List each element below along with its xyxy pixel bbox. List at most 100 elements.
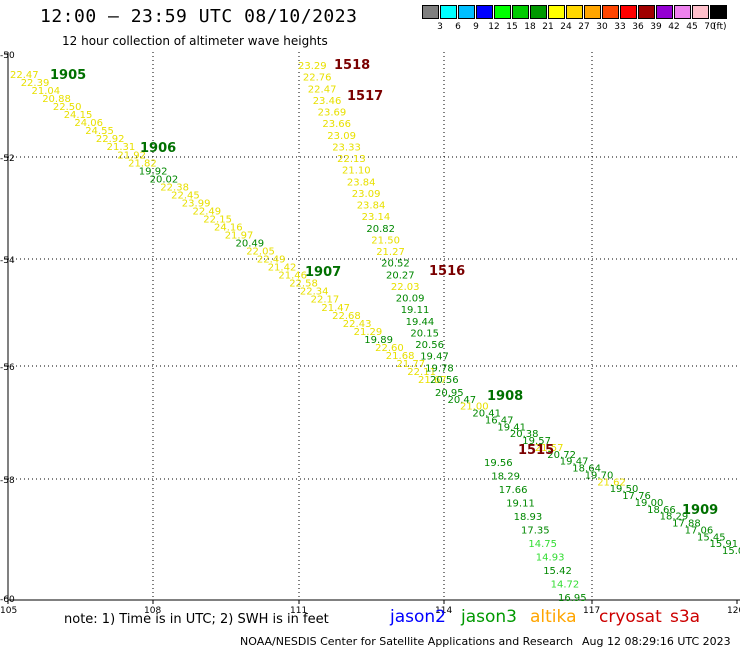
wave-height-value: 17.35 xyxy=(521,526,550,537)
wave-height-value: 20.82 xyxy=(366,224,395,235)
wave-height-value: 23.14 xyxy=(362,212,391,223)
wave-height-value: 19.44 xyxy=(406,317,435,328)
wave-height-value: 19.11 xyxy=(506,499,535,510)
scale-label: 30 xyxy=(596,22,608,32)
wave-height-value: 21.50 xyxy=(371,235,400,246)
wave-height-value: 14.93 xyxy=(536,553,565,564)
wave-height-value: 22.76 xyxy=(303,73,332,84)
scale-swatch xyxy=(494,5,511,19)
wave-height-value: 22.38 xyxy=(160,182,189,193)
wave-height-value: 22.60 xyxy=(375,343,404,354)
wave-height-value: 22.13 xyxy=(337,154,366,165)
x-axis-label: 105 xyxy=(0,606,17,616)
wave-height-value: 20.02 xyxy=(150,174,179,185)
scale-label: 39 xyxy=(650,22,662,32)
scale-label: 18 xyxy=(524,22,536,32)
wave-height-value: 20.49 xyxy=(236,239,265,250)
satellite-legend-item: jason2 xyxy=(390,607,446,627)
pass-number-label: 1909 xyxy=(682,503,718,518)
scale-swatch xyxy=(530,5,547,19)
wave-height-value: 22.43 xyxy=(343,319,372,330)
scale-swatch xyxy=(674,5,691,19)
scale-swatch xyxy=(620,5,637,19)
scale-unit-label: (ft) xyxy=(713,22,727,32)
wave-height-value: 23.09 xyxy=(327,131,356,142)
wave-height-value: 21.42 xyxy=(268,263,297,274)
wave-height-value: 20.15 xyxy=(410,329,439,340)
wave-height-value: 20.38 xyxy=(510,429,539,440)
wave-height-value: 22.50 xyxy=(53,102,82,113)
wave-height-value: 19.92 xyxy=(139,166,168,177)
wave-height-value: 23.66 xyxy=(322,119,351,130)
wave-height-value: 21.31 xyxy=(107,142,136,153)
wave-height-value: 18.29 xyxy=(491,472,520,483)
wave-height-value: 20.95 xyxy=(435,388,464,399)
x-axis-label: 111 xyxy=(290,606,307,616)
wave-height-value: 20.41 xyxy=(472,409,501,420)
wave-height-value: 22.45 xyxy=(171,190,200,201)
wave-height-value: 21.47 xyxy=(321,303,350,314)
wave-height-value: 15.91 xyxy=(710,539,739,550)
scale-label: 6 xyxy=(455,22,461,32)
wave-height-value: 22.47 xyxy=(10,70,39,81)
wave-height-value: 20.47 xyxy=(448,395,477,406)
wave-height-value: 22.03 xyxy=(391,282,420,293)
wave-height-value: 19.50 xyxy=(610,484,639,495)
satellite-legend-item: altika xyxy=(530,607,577,627)
pass-number-label: 1518 xyxy=(334,58,370,73)
wave-height-value: 19.00 xyxy=(635,498,664,509)
pass-number-label: 1516 xyxy=(429,264,465,279)
wave-height-value: 17.06 xyxy=(685,525,714,536)
wave-height-value: 22.39 xyxy=(21,78,50,89)
wave-height-value: 21.67 xyxy=(418,375,447,386)
wave-height-value: 22.17 xyxy=(311,295,340,306)
wave-height-value: 22.58 xyxy=(289,279,318,290)
wave-height-value: 23.29 xyxy=(298,61,327,72)
wave-height-value: 21.77 xyxy=(397,359,426,370)
pass-number-label: 1515 xyxy=(518,443,554,458)
scale-swatch xyxy=(422,5,439,19)
wave-height-value: 23.84 xyxy=(347,177,376,188)
y-axis-label: -56 xyxy=(0,363,15,373)
wave-height-value: 19.41 xyxy=(497,422,526,433)
wave-height-value: 22.34 xyxy=(300,287,329,298)
scale-label: 15 xyxy=(506,22,518,32)
wave-height-value: 17.76 xyxy=(622,491,651,502)
wave-height-value: 21.57 xyxy=(535,443,564,454)
wave-height-value: 21.10 xyxy=(342,166,371,177)
wave-height-value: 24.06 xyxy=(74,118,103,129)
wave-height-value: 18.66 xyxy=(647,505,676,516)
x-axis-label: 114 xyxy=(435,606,452,616)
wave-height-value: 19.47 xyxy=(420,352,449,363)
scale-swatch xyxy=(458,5,475,19)
scale-swatch xyxy=(602,5,619,19)
pass-number-label: 1905 xyxy=(50,68,86,83)
y-axis-label: -60 xyxy=(0,595,15,605)
wave-height-value: 22.47 xyxy=(308,84,337,95)
wave-height-value: 18.64 xyxy=(572,464,601,475)
scale-label: 24 xyxy=(560,22,572,32)
wave-height-value: 22.15 xyxy=(203,215,232,226)
scale-swatch xyxy=(692,5,709,19)
scale-swatch xyxy=(566,5,583,19)
satellite-legend-item: s3a xyxy=(670,607,701,627)
wave-height-value: 19.11 xyxy=(401,305,430,316)
pass-number-label: 1906 xyxy=(140,141,176,156)
wave-height-value: 21.68 xyxy=(386,351,415,362)
wave-height-value: 23.09 xyxy=(352,189,381,200)
scale-swatch xyxy=(512,5,529,19)
wave-height-value: 14.72 xyxy=(551,580,580,591)
scale-label: 36 xyxy=(632,22,644,32)
wave-height-value: 20.56 xyxy=(430,375,459,386)
wave-height-value: 22.11 xyxy=(407,367,436,378)
wave-height-value: 23.33 xyxy=(332,142,361,153)
wave-height-value: 21.82 xyxy=(128,158,157,169)
scale-swatch xyxy=(548,5,565,19)
x-axis-label: 108 xyxy=(144,606,161,616)
wave-height-value: 19.89 xyxy=(364,335,393,346)
footer-source: NOAA/NESDIS Center for Satellite Applica… xyxy=(240,635,574,648)
wave-height-value: 19.78 xyxy=(425,363,454,374)
wave-height-value: 18.93 xyxy=(514,512,543,523)
wave-height-value: 24.16 xyxy=(214,223,243,234)
wave-height-value: 23.84 xyxy=(357,201,386,212)
